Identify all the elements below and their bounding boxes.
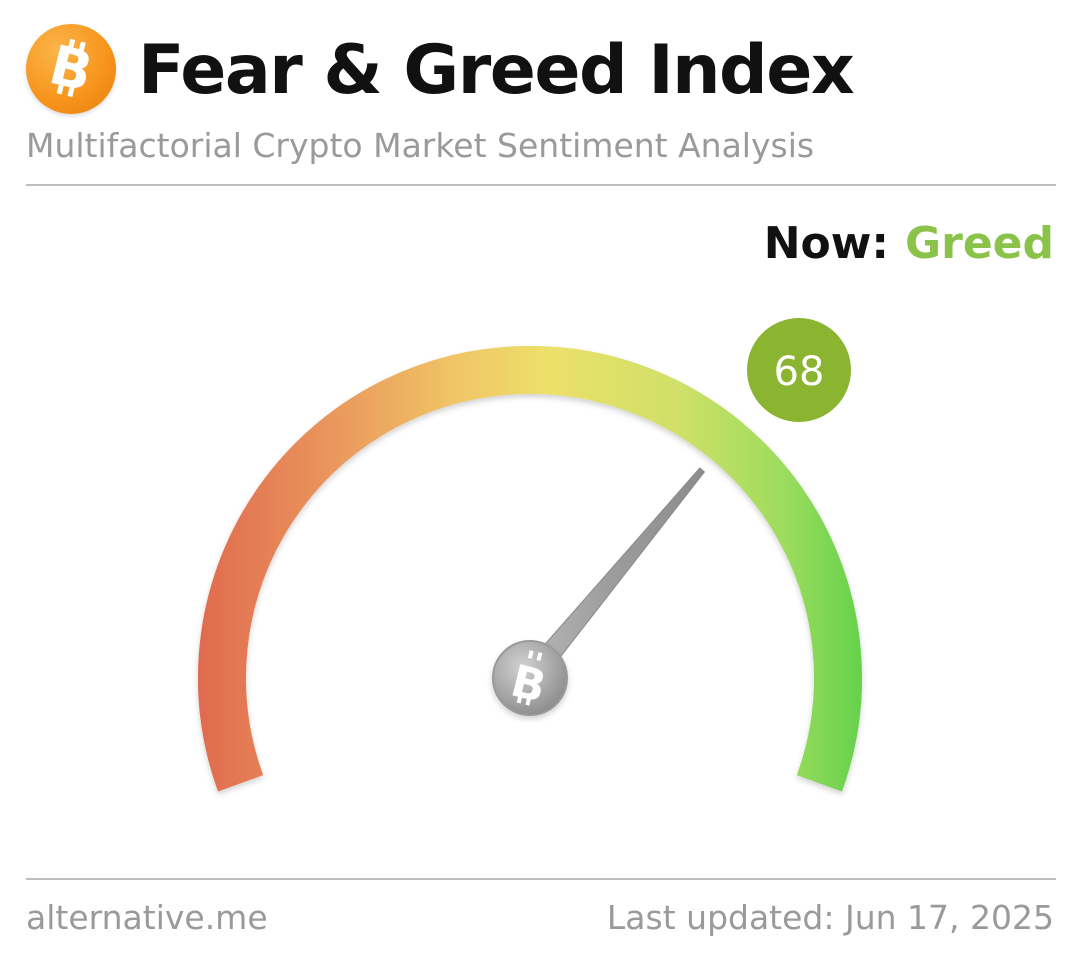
needle-hub: B xyxy=(492,640,568,716)
page-title: Fear & Greed Index xyxy=(138,31,855,110)
current-sentiment: Now: Greed xyxy=(764,216,1054,272)
source-link[interactable]: alternative.me xyxy=(26,898,268,937)
now-label: Now: xyxy=(763,218,889,269)
last-updated: Last updated: Jun 17, 2025 xyxy=(606,898,1054,937)
page-subtitle: Multifactorial Crypto Market Sentiment A… xyxy=(26,126,815,165)
header-divider xyxy=(26,184,1056,186)
gauge-value: 68 xyxy=(774,349,825,395)
footer-divider xyxy=(26,878,1056,880)
gauge-value-badge: 68 xyxy=(747,318,851,422)
now-value: Greed xyxy=(905,218,1054,269)
bitcoin-logo-icon: B xyxy=(26,24,116,114)
header: B Fear & Greed Index xyxy=(24,22,1059,132)
gauge-arc xyxy=(198,345,862,792)
